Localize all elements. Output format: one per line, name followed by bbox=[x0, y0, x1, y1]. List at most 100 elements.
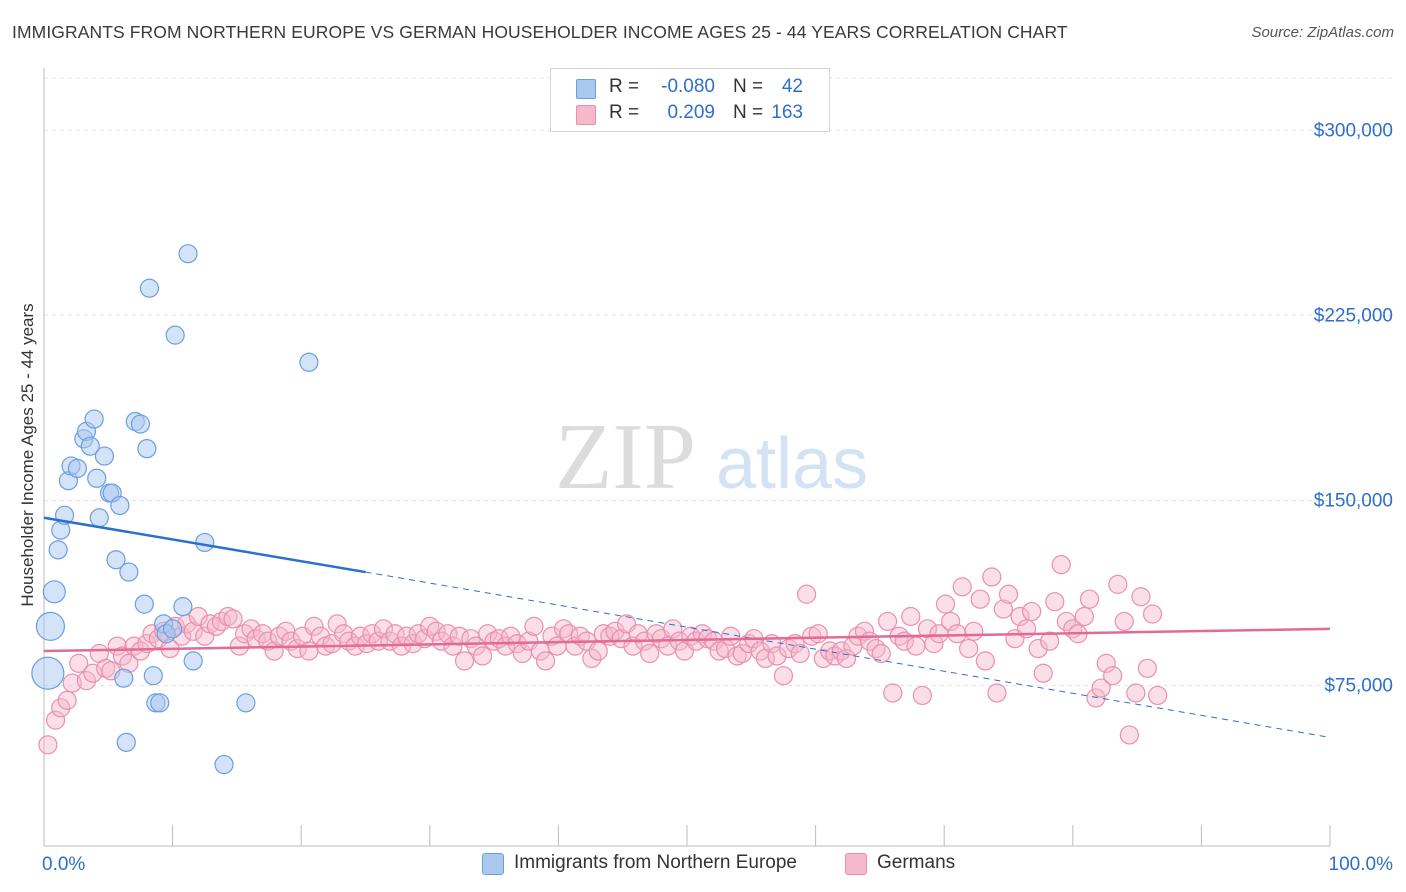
germans-point bbox=[241, 619, 261, 639]
germans-point bbox=[1045, 592, 1065, 612]
immigrants-point bbox=[178, 244, 198, 264]
immigrants-point bbox=[183, 651, 203, 671]
immigrants-point bbox=[173, 597, 193, 617]
immigrants-point bbox=[214, 754, 234, 775]
germans-point bbox=[871, 643, 891, 664]
germans-point bbox=[76, 671, 97, 691]
immigrants-point bbox=[116, 732, 136, 752]
germans-point bbox=[524, 616, 544, 636]
germans-point bbox=[975, 651, 995, 671]
germans-point bbox=[449, 626, 469, 646]
germans-point bbox=[813, 648, 833, 669]
germans-point bbox=[362, 624, 382, 644]
germans-point bbox=[269, 626, 289, 646]
immigrants-point bbox=[42, 580, 66, 604]
watermark-zip: ZIP bbox=[555, 405, 696, 509]
germans-point bbox=[1114, 611, 1134, 632]
immigrants-point bbox=[165, 325, 185, 345]
germans-point bbox=[970, 589, 990, 609]
immigrants-point bbox=[137, 439, 157, 459]
germans-point bbox=[218, 606, 238, 627]
germans-point bbox=[1119, 725, 1139, 745]
germans-point bbox=[431, 631, 451, 651]
immigrants-trend-line bbox=[43, 516, 366, 574]
germans-point bbox=[987, 683, 1007, 703]
germans-point bbox=[588, 641, 608, 661]
germans-point bbox=[229, 636, 250, 656]
immigrants-point bbox=[130, 414, 151, 434]
r-value: 0.209 bbox=[667, 102, 715, 123]
immigrants-point bbox=[80, 436, 100, 456]
watermark-atlas: atlas bbox=[716, 424, 868, 504]
germans-point bbox=[964, 621, 984, 641]
immigrants-point bbox=[114, 668, 134, 688]
chart-title: IMMIGRANTS FROM NORTHERN EUROPE VS GERMA… bbox=[12, 22, 1068, 42]
germans-point bbox=[1033, 663, 1053, 683]
immigrants-points bbox=[31, 244, 319, 775]
germans-point bbox=[836, 648, 857, 669]
germans-point bbox=[1148, 685, 1168, 706]
correlation-legend: R = -0.080 N = 42 R = 0.209 N = 163 bbox=[550, 68, 830, 132]
germans-point bbox=[947, 624, 967, 644]
blue-swatch-icon bbox=[576, 79, 596, 99]
germans-point bbox=[912, 685, 932, 706]
germans-points bbox=[38, 555, 1168, 755]
germans-point bbox=[935, 594, 956, 614]
source-label: Source: ZipAtlas.com bbox=[1251, 24, 1394, 41]
y-tick-label: $225,000 bbox=[1314, 305, 1393, 326]
axes bbox=[43, 68, 1331, 847]
immigrants-point bbox=[119, 562, 139, 582]
germans-point bbox=[773, 666, 794, 686]
germans-point bbox=[1028, 638, 1048, 659]
germans-point bbox=[1108, 574, 1128, 594]
r-label: R = bbox=[609, 102, 640, 123]
germans-point bbox=[466, 636, 486, 656]
grid-lines bbox=[44, 77, 1394, 687]
germans-point bbox=[1126, 683, 1146, 703]
germans-point bbox=[1086, 688, 1106, 708]
x-tick-labels: 0.0% 100.0% bbox=[42, 854, 1393, 875]
n-value: 163 bbox=[771, 102, 803, 123]
y-axis-label: Householder Income Ages 25 - 44 years bbox=[18, 303, 37, 606]
germans-point bbox=[778, 638, 799, 659]
immigrants-point bbox=[143, 666, 163, 686]
germans-point bbox=[1040, 631, 1060, 651]
immigrants-point bbox=[195, 532, 215, 553]
germans-point bbox=[941, 611, 961, 632]
immigrants-point bbox=[139, 278, 160, 298]
legend-label: Germans bbox=[877, 852, 956, 873]
germans-point bbox=[385, 624, 405, 644]
germans-point bbox=[906, 636, 926, 656]
germans-point bbox=[998, 584, 1019, 604]
watermark: ZIP atlas bbox=[555, 405, 868, 509]
n-label: N = bbox=[733, 102, 764, 123]
germans-point bbox=[501, 626, 521, 646]
x-tick-label-start: 0.0% bbox=[42, 854, 85, 875]
germans-point bbox=[454, 651, 475, 671]
immigrants-point bbox=[94, 446, 115, 466]
n-value: 42 bbox=[781, 76, 803, 97]
germans-point bbox=[640, 643, 660, 664]
germans-point bbox=[1131, 587, 1151, 607]
germans-point bbox=[982, 567, 1002, 587]
germans-point bbox=[796, 584, 817, 604]
germans-point bbox=[825, 646, 845, 666]
immigrants-trend-extension bbox=[365, 571, 1331, 738]
y-tick-label: $75,000 bbox=[1324, 676, 1393, 697]
germans-point bbox=[438, 624, 458, 644]
germans-point bbox=[663, 619, 683, 639]
germans-point bbox=[327, 614, 347, 634]
germans-point bbox=[38, 735, 58, 755]
germans-point bbox=[1074, 606, 1094, 627]
germans-point bbox=[883, 683, 903, 703]
germans-point bbox=[952, 577, 972, 597]
germans-point bbox=[878, 611, 898, 632]
germans-point bbox=[993, 599, 1013, 619]
germans-point bbox=[959, 638, 979, 659]
germans-point bbox=[1010, 606, 1030, 627]
pink-swatch-icon bbox=[845, 853, 867, 875]
legend-label: Immigrants from Northern Europe bbox=[514, 852, 797, 873]
y-tick-label: $150,000 bbox=[1314, 490, 1393, 511]
germans-point bbox=[304, 616, 324, 636]
